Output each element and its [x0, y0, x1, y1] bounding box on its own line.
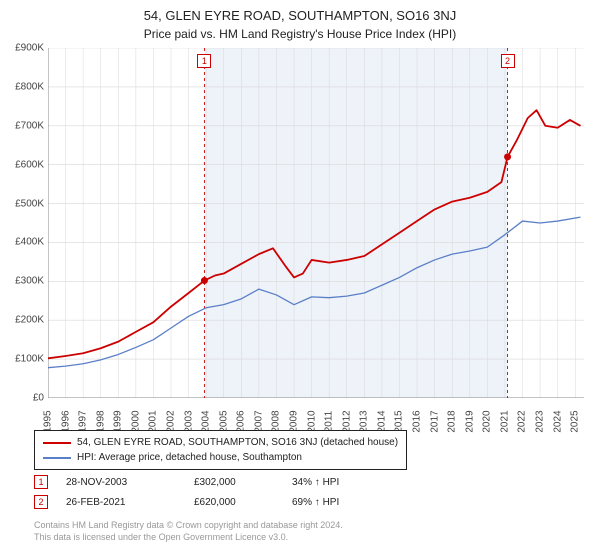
legend-item-property: 54, GLEN EYRE ROAD, SOUTHAMPTON, SO16 3N…	[43, 435, 398, 450]
y-axis-label: £300K	[4, 276, 44, 287]
sale-price: £302,000	[194, 477, 274, 488]
x-axis-label: 2019	[464, 410, 475, 432]
x-axis-label: 2018	[447, 410, 458, 432]
sale-row: 1 28-NOV-2003 £302,000 34% ↑ HPI	[34, 472, 392, 492]
x-axis-label: 2022	[517, 410, 528, 432]
sale-marker-2: 2	[34, 495, 48, 509]
legend-item-hpi: HPI: Average price, detached house, Sout…	[43, 450, 398, 465]
y-axis-label: £0	[4, 393, 44, 404]
legend-label: HPI: Average price, detached house, Sout…	[77, 450, 302, 465]
x-axis-label: 2025	[570, 410, 581, 432]
y-axis-label: £700K	[4, 120, 44, 131]
x-axis-label: 2016	[412, 410, 423, 432]
x-axis-label: 2020	[482, 410, 493, 432]
sale-date: 28-NOV-2003	[66, 477, 176, 488]
sale-pct: 69% ↑ HPI	[292, 497, 392, 508]
sale-date: 26-FEB-2021	[66, 497, 176, 508]
legend-swatch	[43, 457, 71, 459]
y-axis-label: £800K	[4, 81, 44, 92]
sales-table: 1 28-NOV-2003 £302,000 34% ↑ HPI 2 26-FE…	[34, 472, 392, 512]
x-axis-label: 2024	[552, 410, 563, 432]
chart-title: 54, GLEN EYRE ROAD, SOUTHAMPTON, SO16 3N…	[0, 0, 600, 23]
sale-price: £620,000	[194, 497, 274, 508]
x-axis-label: 2023	[535, 410, 546, 432]
sale-marker-1: 1	[34, 475, 48, 489]
sale-row: 2 26-FEB-2021 £620,000 69% ↑ HPI	[34, 492, 392, 512]
attribution: Contains HM Land Registry data © Crown c…	[34, 520, 343, 543]
legend-swatch	[43, 442, 71, 444]
y-axis-label: £900K	[4, 43, 44, 54]
chart-subtitle: Price paid vs. HM Land Registry's House …	[0, 23, 600, 41]
x-axis-label: 2021	[499, 410, 510, 432]
y-axis-label: £200K	[4, 315, 44, 326]
legend-label: 54, GLEN EYRE ROAD, SOUTHAMPTON, SO16 3N…	[77, 435, 398, 450]
chart-sale-marker: 1	[197, 54, 211, 68]
y-axis-label: £100K	[4, 354, 44, 365]
y-axis-label: £400K	[4, 237, 44, 248]
attribution-line1: Contains HM Land Registry data © Crown c…	[34, 520, 343, 532]
legend: 54, GLEN EYRE ROAD, SOUTHAMPTON, SO16 3N…	[34, 430, 407, 470]
chart-area: £0£100K£200K£300K£400K£500K£600K£700K£80…	[48, 48, 584, 398]
y-axis-label: £500K	[4, 198, 44, 209]
chart-sale-marker: 2	[501, 54, 515, 68]
attribution-line2: This data is licensed under the Open Gov…	[34, 532, 343, 544]
y-axis-label: £600K	[4, 159, 44, 170]
chart-container: 54, GLEN EYRE ROAD, SOUTHAMPTON, SO16 3N…	[0, 0, 600, 560]
sale-pct: 34% ↑ HPI	[292, 477, 392, 488]
line-chart	[48, 48, 584, 398]
x-axis-label: 2017	[429, 410, 440, 432]
